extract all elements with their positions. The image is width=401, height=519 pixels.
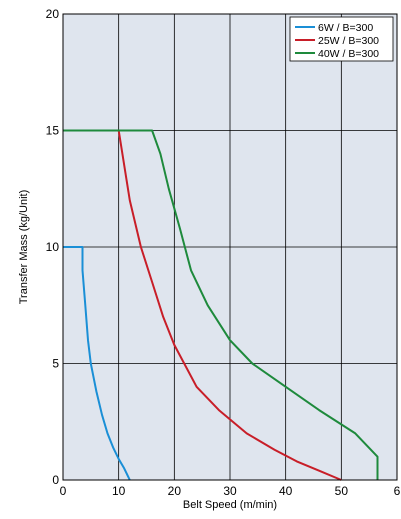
x-axis-tick-labels: 0 10 20 30 40 50 6 <box>60 484 401 498</box>
y-tick-label: 5 <box>52 357 59 371</box>
x-axis-title: Belt Speed (m/min) <box>183 499 277 511</box>
y-tick-label: 10 <box>46 240 60 254</box>
x-tick-label: 10 <box>112 484 126 498</box>
x-tick-label: 30 <box>223 484 237 498</box>
x-tick-label: 0 <box>60 484 67 498</box>
series-line-0 <box>63 246 131 481</box>
legend-label: 25W / B=300 <box>318 35 379 47</box>
x-tick-label: 50 <box>335 484 349 498</box>
x-tick-label: 40 <box>279 484 293 498</box>
legend-label: 6W / B=300 <box>318 22 373 34</box>
y-tick-label: 0 <box>52 473 59 487</box>
y-tick-label: 15 <box>46 124 60 138</box>
series-lines <box>63 129 379 481</box>
x-tick-label: 20 <box>168 484 182 498</box>
series-line-2 <box>63 129 379 480</box>
y-axis-title: Transfer Mass (kg/Unit) <box>18 190 30 305</box>
plot-area-border <box>62 13 398 481</box>
series-line-1 <box>63 129 342 481</box>
x-tick-label: 6 <box>394 484 401 498</box>
legend-label: 40W / B=300 <box>318 48 379 60</box>
y-axis-tick-labels: 0 5 10 15 20 <box>46 7 60 487</box>
y-tick-label: 20 <box>46 7 60 21</box>
